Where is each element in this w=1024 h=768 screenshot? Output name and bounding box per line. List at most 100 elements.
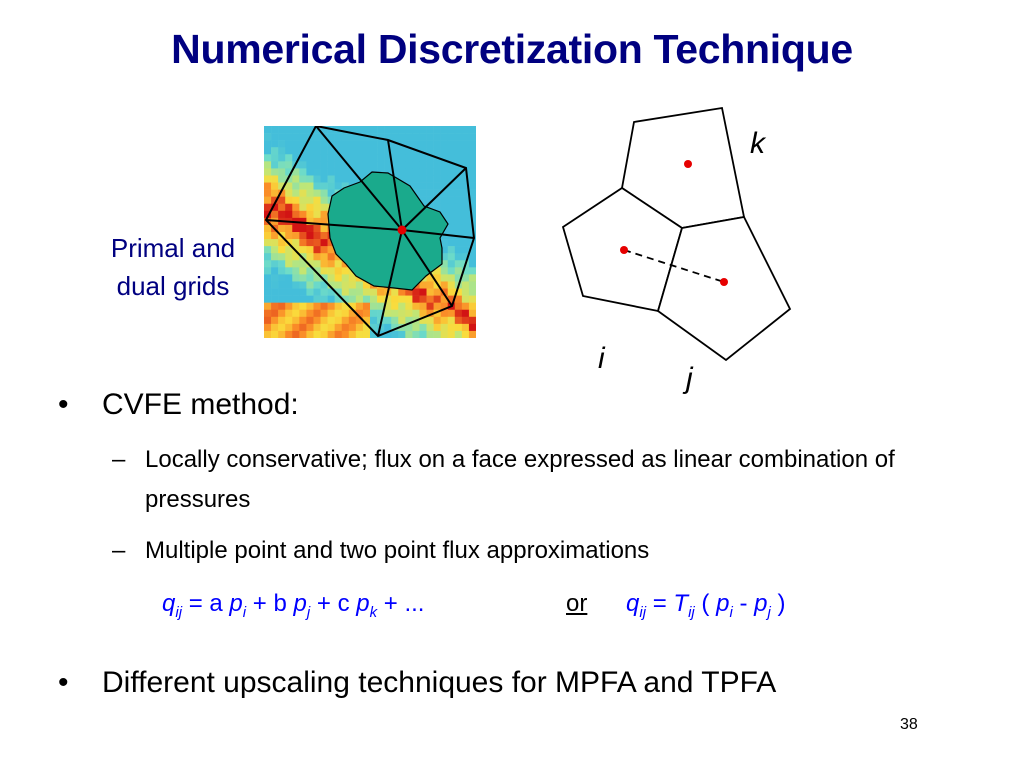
heatmap-cell bbox=[292, 253, 300, 261]
heatmap-cell bbox=[468, 126, 476, 134]
heatmap-cell bbox=[447, 281, 456, 289]
heatmap-cell bbox=[461, 274, 470, 282]
heatmap-cell bbox=[313, 161, 321, 169]
heatmap-cell bbox=[334, 133, 343, 141]
heatmap-cell bbox=[426, 182, 434, 190]
heatmap-cell bbox=[440, 147, 449, 155]
heatmap-cell bbox=[468, 154, 476, 162]
heatmap-cell bbox=[384, 154, 392, 162]
heatmap-cell bbox=[447, 126, 456, 134]
heatmap-cell bbox=[405, 161, 413, 169]
heatmap-cell bbox=[461, 147, 470, 155]
heatmap-cell bbox=[327, 323, 335, 332]
heatmap-cell bbox=[412, 288, 420, 296]
heatmap-cell bbox=[348, 140, 357, 148]
heatmap-cell bbox=[440, 260, 449, 268]
sub-bullet-text: Multiple point and two point flux approx… bbox=[145, 537, 650, 564]
heatmap-cell bbox=[334, 274, 343, 282]
heatmap-cell bbox=[398, 126, 406, 134]
heatmap-cell bbox=[334, 182, 343, 190]
eq-subscript: j bbox=[306, 603, 311, 621]
heatmap-cell bbox=[405, 175, 413, 183]
heatmap-cell bbox=[412, 133, 420, 141]
heatmap-cell bbox=[264, 330, 272, 338]
heatmap-cell bbox=[355, 330, 364, 338]
eq-symbol: T bbox=[673, 590, 689, 617]
heatmap-cell bbox=[348, 302, 357, 311]
eq-symbol: + bbox=[252, 590, 267, 617]
heatmap-cell bbox=[341, 154, 350, 162]
heatmap-cell bbox=[348, 168, 357, 176]
heatmap-cell bbox=[440, 239, 449, 247]
heatmap-cell bbox=[405, 288, 413, 296]
primal-triangle-grid bbox=[264, 126, 476, 338]
heatmap-cell bbox=[391, 140, 399, 148]
heatmap-cell bbox=[320, 196, 328, 205]
heatmap-cell bbox=[454, 189, 463, 197]
heatmap-cell bbox=[440, 309, 449, 318]
heatmap-cell bbox=[440, 133, 449, 141]
cell-j-center-point bbox=[720, 278, 728, 286]
heatmap-cell bbox=[341, 147, 350, 155]
heatmap-cell bbox=[313, 232, 321, 240]
heatmap-cell bbox=[264, 281, 272, 289]
heatmap-cell bbox=[299, 302, 307, 311]
heatmap-cell bbox=[264, 295, 272, 303]
heatmap-cell bbox=[468, 274, 476, 282]
heatmap-cell bbox=[454, 203, 463, 212]
heatmap-cell bbox=[384, 133, 392, 141]
heatmap-cell bbox=[271, 281, 279, 289]
heatmap-cell bbox=[285, 288, 293, 296]
heatmap-cell bbox=[440, 210, 449, 219]
heatmap-cell bbox=[348, 126, 357, 134]
heatmap-cell bbox=[341, 295, 350, 303]
heatmap-cell bbox=[278, 253, 286, 261]
bullet-marker: • bbox=[58, 388, 69, 421]
heatmap-cell bbox=[377, 295, 385, 303]
heatmap-cell bbox=[433, 175, 441, 183]
heatmap-cell bbox=[348, 281, 357, 289]
heatmap-cell bbox=[384, 330, 392, 338]
heatmap-cell bbox=[398, 168, 406, 176]
heatmap-cell bbox=[440, 203, 449, 212]
heatmap-cell bbox=[285, 182, 293, 190]
heatmap-cell bbox=[292, 323, 300, 332]
heatmap-cell bbox=[264, 288, 272, 296]
heatmap-cell bbox=[327, 281, 335, 289]
heatmap-cell bbox=[468, 182, 476, 190]
heatmap-cell bbox=[377, 140, 385, 148]
heatmap-cell bbox=[426, 281, 434, 289]
heatmap-cell bbox=[461, 253, 470, 261]
heatmap-cell bbox=[341, 182, 350, 190]
heatmap-cell bbox=[398, 175, 406, 183]
heatmap-cell bbox=[419, 288, 427, 296]
heatmap-cell bbox=[271, 140, 279, 148]
heatmap-cell bbox=[278, 302, 286, 311]
heatmap-cell bbox=[433, 330, 441, 338]
heatmap-cell bbox=[454, 253, 463, 261]
heatmap-cell bbox=[419, 147, 427, 155]
heatmap-cell bbox=[264, 239, 272, 247]
heatmap-cell bbox=[447, 210, 456, 219]
heatmap-cell bbox=[419, 154, 427, 162]
heatmap-cell bbox=[299, 239, 307, 247]
heatmap-cell bbox=[313, 309, 321, 318]
heatmap-cell bbox=[278, 246, 286, 254]
heatmap-cell bbox=[264, 232, 272, 240]
heatmap-cell bbox=[271, 154, 279, 162]
heatmap-cell bbox=[334, 154, 343, 162]
heatmap-cell bbox=[405, 302, 413, 311]
heatmap-cell bbox=[454, 126, 463, 134]
heatmap-cell bbox=[447, 168, 456, 176]
heatmap-cell bbox=[370, 316, 378, 325]
heatmap-cell bbox=[292, 189, 300, 197]
eq-subscript: j bbox=[767, 603, 771, 621]
heatmap-cell bbox=[447, 147, 456, 155]
heatmap-cell bbox=[426, 175, 434, 183]
heatmap-cell bbox=[341, 323, 350, 332]
heatmap-cell bbox=[398, 288, 406, 296]
heatmap-cell bbox=[278, 239, 286, 247]
heatmap-cell bbox=[271, 196, 279, 205]
side-label-line-2: dual grids bbox=[116, 271, 230, 301]
heatmap-cell bbox=[391, 154, 399, 162]
